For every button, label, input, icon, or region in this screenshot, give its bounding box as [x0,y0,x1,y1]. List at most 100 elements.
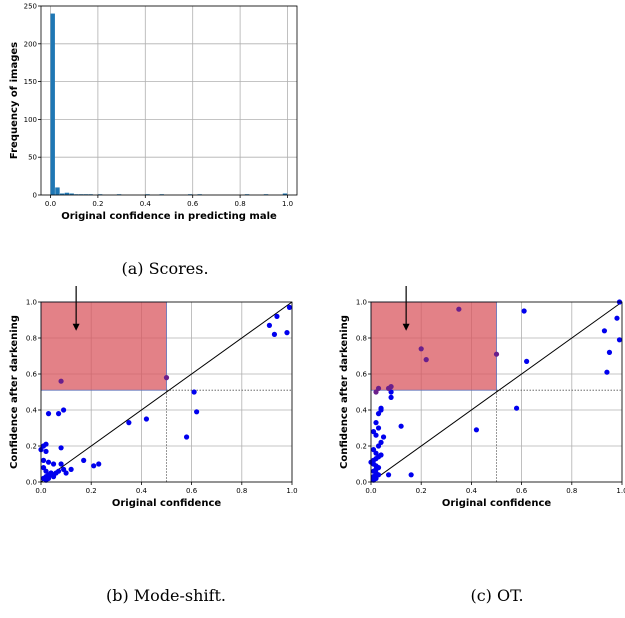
y-tick-label: 0.0 [26,479,37,487]
y-tick-label: 0 [33,192,37,200]
scatter-point [45,459,52,465]
scatter-point [81,457,87,463]
ot-y-axis-label: Confidence after darkening [339,315,350,469]
x-tick-label: 0.0 [35,487,46,495]
y-tick-label: 250 [24,3,37,11]
histogram-bar [55,187,60,195]
ot-diagonal-line [370,301,623,483]
histogram-chart: 0.0 0.2 0.4 0.6 0.8 1.0 0 50 100 150 200 250 Origin… [9,3,298,222]
scatter-point [375,385,382,391]
x-tick-label: 0.8 [236,487,247,495]
histogram-bar [69,193,74,195]
histogram-x-axis-label: Original confidence in predicting male [61,211,277,222]
scatter-point [418,346,424,352]
ot-arrow [402,286,410,331]
mode-shift-diagonal-line [40,301,293,483]
y-tick-label: 200 [24,40,37,48]
scatter-point [55,411,62,417]
y-tick-label: 0.0 [356,479,367,487]
scatter-point [408,472,414,478]
ot-plot-frame [370,301,623,483]
y-tick-label: 0.6 [356,371,368,379]
x-tick-label: 0.2 [92,200,103,208]
ot-ticks: 0.0 0.2 0.4 0.6 0.8 1.0 0.0 0.2 0.4 0.6 0.8 1.0 [356,299,625,496]
y-tick-label: 1.0 [26,299,37,307]
scatter-point [375,425,382,431]
y-tick-label: 0.8 [26,335,37,343]
scatter-point [43,448,49,454]
ot-x-axis-label: Original confidence [442,498,552,509]
scatter-point [473,427,480,433]
scatter-point [266,322,273,328]
x-tick-label: 1.0 [616,487,625,495]
y-tick-label: 50 [28,154,37,162]
scatter-point [286,304,293,310]
scatter-point [163,375,170,381]
mode-shift-arrow [72,286,80,331]
scatter-point [373,420,379,426]
scatter-point [493,351,500,357]
caption-b: (b) Mode-shift. [106,586,226,605]
scatter-point [601,328,608,334]
y-tick-label: 150 [24,78,37,86]
mode-shift-plot-frame [40,301,293,483]
y-tick-label: 0.2 [356,443,367,451]
x-tick-label: 0.4 [136,487,148,495]
y-tick-label: 0.4 [356,407,368,415]
histogram-y-axis-label: Frequency of images [9,42,20,159]
scatter-point [183,434,190,440]
scatter-point [284,330,290,336]
scatter-point [68,466,74,472]
scatter-point [143,416,150,422]
x-tick-label: 0.8 [566,487,577,495]
scatter-point [126,420,132,426]
mode-shift-x-axis-label: Original confidence [112,498,222,509]
scatter-point [40,465,47,471]
x-tick-label: 0.4 [140,200,152,208]
scatter-point [385,472,392,478]
mode-shift-y-axis-label: Confidence after darkening [9,315,20,469]
x-tick-label: 1.0 [286,487,297,495]
scatter-point [456,306,462,312]
mode-shift-scatter-chart: 0.0 0.2 0.4 0.6 0.8 1.0 0.0 0.2 0.4 0.6 0.8 1.0 Ori… [9,286,298,509]
scatter-point [378,439,384,445]
x-tick-label: 0.0 [45,200,56,208]
histogram-ticks: 0.0 0.2 0.4 0.6 0.8 1.0 0 50 100 150 200 250 [24,3,293,209]
scatter-point [55,468,62,474]
mode-shift-guide-lines [166,389,292,482]
y-tick-label: 1.0 [356,299,367,307]
scatter-point [43,477,49,483]
scatter-point [40,457,47,463]
scatter-point [370,447,377,453]
x-tick-label: 0.6 [187,200,199,208]
x-tick-label: 0.6 [516,487,528,495]
scatter-point [194,409,200,415]
y-tick-label: 0.2 [26,443,37,451]
scatter-point [423,357,429,363]
scatter-point [43,441,49,447]
caption-c: (c) OT. [470,586,523,605]
scatter-point [50,472,57,478]
scatter-point [50,461,57,467]
scatter-point [524,358,530,364]
x-tick-label: 0.8 [235,200,246,208]
scatter-point [388,384,394,390]
scatter-point [191,389,197,395]
scatter-point [63,470,69,476]
scatter-point [58,461,64,467]
mode-shift-ticks: 0.0 0.2 0.4 0.6 0.8 1.0 0.0 0.2 0.4 0.6 0.8 1.0 [26,299,298,496]
histogram-bar [59,193,65,195]
histogram-bar [64,192,70,195]
scatter-point [274,313,280,319]
ot-points [368,299,623,483]
histogram-grid [41,5,297,196]
scatter-point [604,369,610,375]
ot-highlight-region [370,301,497,391]
scatter-point [370,429,377,435]
scatter-point [388,394,394,400]
y-tick-label: 0.4 [26,407,38,415]
ot-scatter-chart: 0.0 0.2 0.4 0.6 0.8 1.0 0.0 0.2 0.4 0.6 0.8 1.0 Ori… [339,286,625,509]
histogram-bar [50,13,55,196]
scatter-point [91,463,97,469]
y-tick-label: 0.8 [356,335,367,343]
